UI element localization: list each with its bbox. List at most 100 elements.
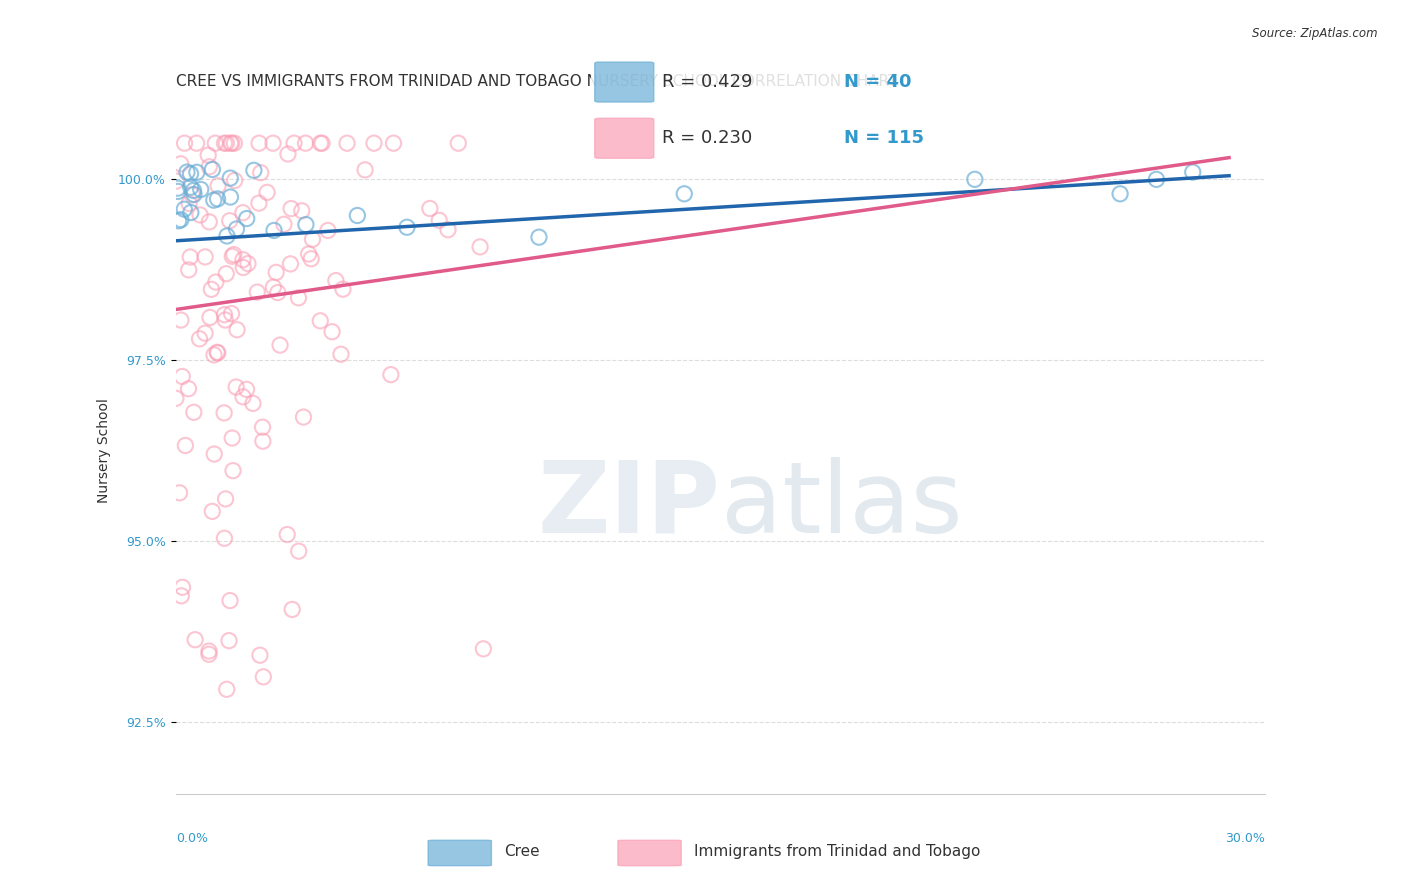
Point [395, 220, 418, 235]
Point [184, 632, 207, 647]
Point [252, 434, 274, 449]
Point [198, 644, 221, 658]
Point [235, 383, 257, 397]
Point [232, 260, 254, 275]
Point [673, 186, 696, 201]
Point [221, 136, 243, 151]
Point [224, 136, 246, 151]
Point [219, 171, 242, 186]
Point [215, 136, 238, 151]
Point [427, 213, 450, 227]
Point [176, 165, 198, 179]
Y-axis label: Nursery School: Nursery School [97, 398, 111, 503]
Point [1109, 186, 1132, 201]
Point [281, 602, 304, 616]
Point [235, 211, 257, 226]
Point [437, 222, 460, 236]
Point [273, 217, 295, 231]
Point [221, 307, 243, 321]
Text: Immigrants from Trinidad and Tobago: Immigrants from Trinidad and Tobago [695, 845, 980, 859]
Point [212, 406, 235, 420]
Point [232, 390, 254, 404]
Point [197, 148, 219, 162]
FancyBboxPatch shape [595, 62, 654, 102]
Point [276, 527, 298, 541]
Point [170, 157, 193, 171]
Point [292, 410, 315, 425]
Point [246, 285, 269, 299]
Point [190, 182, 212, 196]
Point [330, 347, 353, 361]
Point [219, 593, 242, 607]
Point [232, 205, 254, 219]
Point [207, 346, 229, 360]
Point [316, 223, 339, 237]
Point [249, 166, 271, 180]
Point [225, 222, 247, 236]
Point [218, 213, 240, 227]
Point [186, 165, 208, 179]
Point [243, 163, 266, 178]
Point [202, 447, 225, 461]
Point [170, 313, 193, 327]
Point [291, 203, 314, 218]
Point [214, 313, 236, 327]
Text: 30.0%: 30.0% [1226, 832, 1265, 845]
Point [200, 282, 222, 296]
Point [287, 291, 309, 305]
Point [180, 205, 202, 219]
Text: R = 0.429: R = 0.429 [662, 73, 752, 91]
Text: Cree: Cree [505, 845, 540, 859]
Point [218, 633, 240, 648]
Point [277, 147, 299, 161]
Point [181, 187, 204, 202]
Point [1181, 165, 1204, 179]
Point [336, 136, 359, 151]
Point [188, 208, 211, 222]
Point [299, 252, 322, 266]
Point [382, 136, 405, 151]
Point [201, 504, 224, 518]
Point [247, 196, 270, 211]
Point [202, 193, 225, 207]
Point [167, 185, 190, 199]
Point [177, 263, 200, 277]
Point [198, 647, 221, 661]
Point [468, 240, 491, 254]
Point [170, 212, 193, 227]
Point [177, 382, 200, 396]
Point [214, 491, 236, 506]
Point [221, 431, 243, 445]
Text: 0.0%: 0.0% [176, 832, 208, 845]
Point [224, 173, 246, 187]
Point [207, 192, 229, 206]
Point [294, 136, 316, 151]
Point [215, 229, 238, 244]
Point [205, 345, 228, 359]
Point [262, 280, 284, 294]
FancyBboxPatch shape [595, 119, 654, 158]
Point [174, 438, 197, 452]
Point [183, 187, 205, 202]
Point [201, 162, 224, 177]
Point [269, 338, 291, 352]
Point [447, 136, 470, 151]
Point [214, 136, 236, 151]
Point [280, 257, 302, 271]
Point [232, 252, 254, 267]
Point [287, 544, 309, 558]
Point [325, 274, 347, 288]
Point [166, 181, 188, 195]
Point [249, 648, 271, 663]
Point [170, 589, 193, 603]
Point [283, 136, 305, 151]
Point [204, 136, 226, 151]
Point [188, 332, 211, 346]
Point [214, 308, 236, 322]
Point [215, 267, 238, 281]
Point [252, 670, 274, 684]
Point [219, 136, 242, 151]
Text: Source: ZipAtlas.com: Source: ZipAtlas.com [1253, 27, 1378, 40]
Point [252, 420, 274, 434]
Point [321, 325, 343, 339]
